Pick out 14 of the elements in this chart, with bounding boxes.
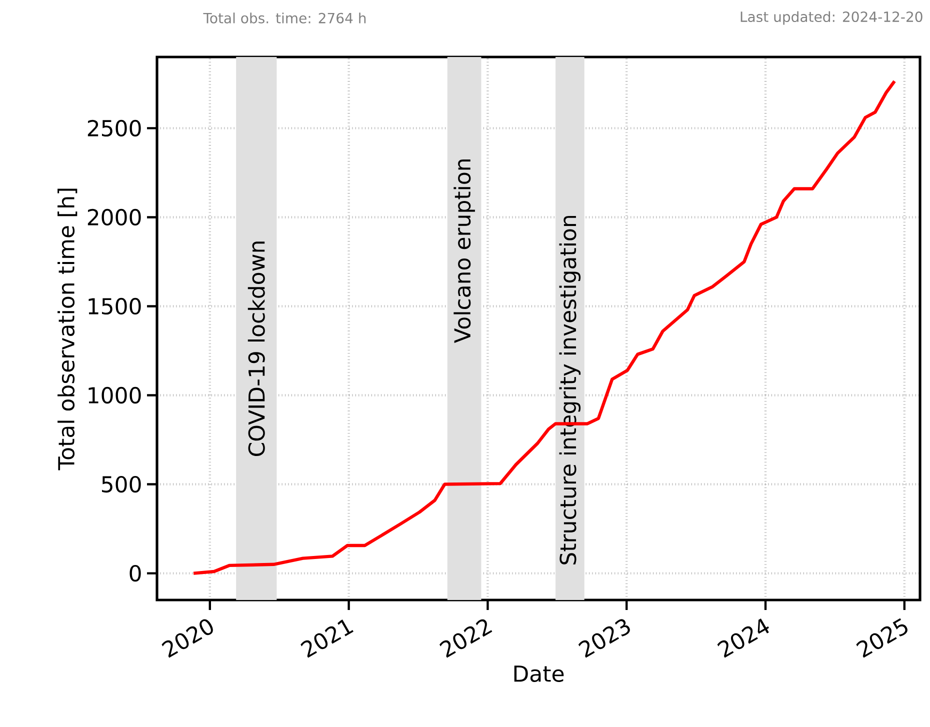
text: Total obs. time: 2764 h xyxy=(203,12,366,24)
y-tick-label: 1000 xyxy=(88,386,141,404)
y-tick-label: 2500 xyxy=(88,120,141,137)
y-tick-label: 0 xyxy=(130,564,141,582)
y-axis-title: Total observation time [h] xyxy=(58,188,78,470)
band-label: COVID-19 lockdown xyxy=(248,242,265,456)
text: Last updated: 2024-12-20 xyxy=(740,11,922,25)
y-tick-label: 500 xyxy=(102,476,141,493)
band-label: Structure integrity investigation xyxy=(559,216,581,564)
x-axis-title: Date xyxy=(514,666,564,682)
y-tick-label: 2000 xyxy=(88,208,141,226)
line-series xyxy=(192,80,896,575)
band-label: Volcano eruption xyxy=(454,160,475,344)
y-tick-label: 1500 xyxy=(88,298,141,315)
